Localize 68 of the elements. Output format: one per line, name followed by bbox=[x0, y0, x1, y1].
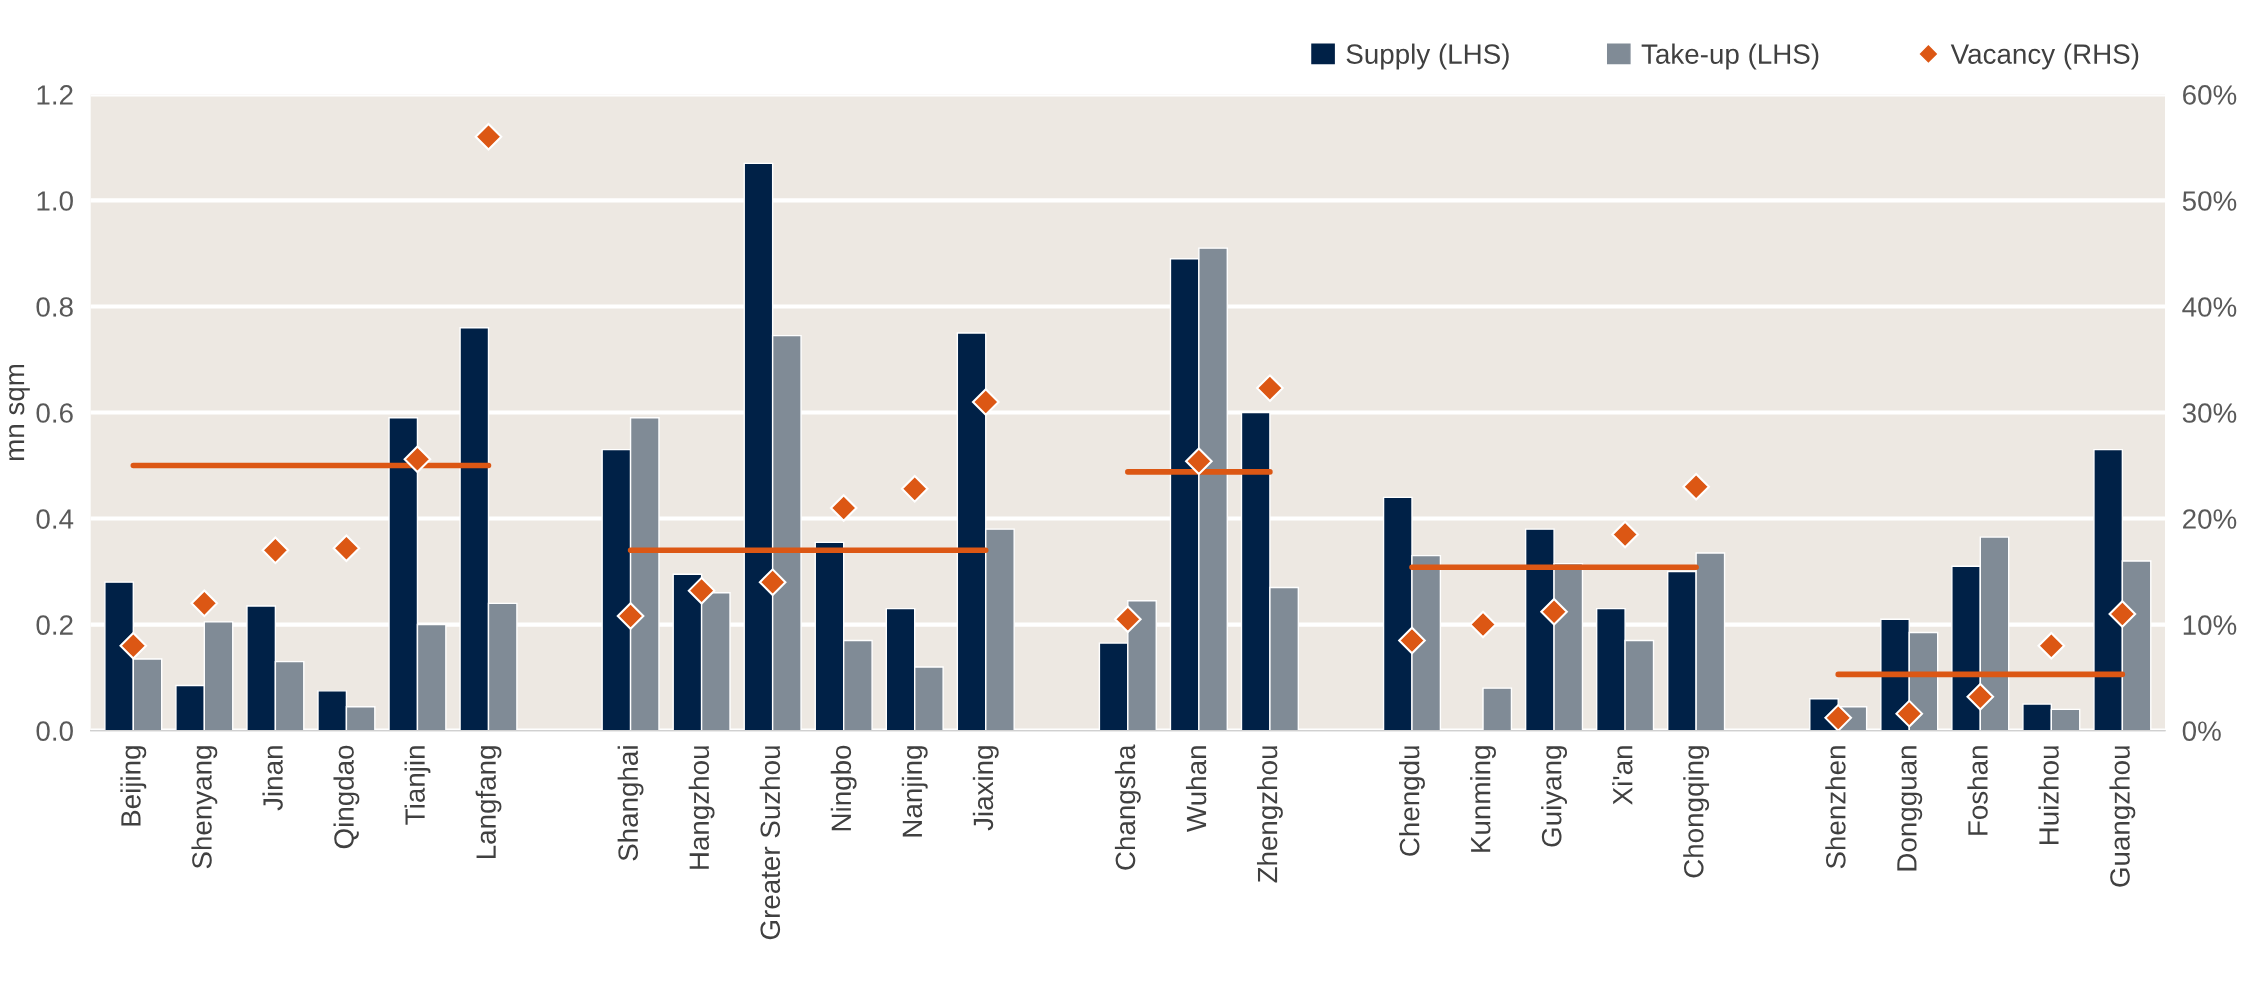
x-tick-label: Chongqing bbox=[1683, 746, 1710, 878]
y-tick-label: 0.8 bbox=[36, 297, 73, 317]
point bbox=[332, 534, 361, 563]
x-tick-label: Greater Suzhou bbox=[759, 746, 781, 940]
y2-tick-label: 60% bbox=[2183, 85, 2237, 105]
point bbox=[1114, 605, 1142, 634]
x-tick-label: Chengdu bbox=[1399, 746, 1425, 856]
point bbox=[2108, 600, 2137, 628]
point bbox=[403, 445, 432, 473]
point bbox=[1185, 447, 1213, 476]
x-tick-label: Foshan bbox=[1967, 746, 1988, 835]
x-tick-label: Hangzhou bbox=[688, 746, 715, 869]
legend-label: Supply (LHS) bbox=[1346, 43, 1509, 70]
point bbox=[1895, 699, 1924, 728]
x-tick-label: Huizhou bbox=[2038, 746, 2059, 845]
point bbox=[1966, 682, 1995, 711]
x-tick-label: Shenyang bbox=[191, 746, 218, 869]
x-tick-label: Zhengzhou bbox=[1256, 746, 1283, 883]
y-tick-label: 0.4 bbox=[36, 509, 74, 529]
point bbox=[616, 602, 645, 630]
y2-tick-label: 30% bbox=[2182, 403, 2237, 423]
point bbox=[829, 494, 858, 522]
point bbox=[900, 475, 929, 503]
x-tick-label: Beijing bbox=[120, 746, 147, 826]
x-tick-label: Jiaxing bbox=[972, 746, 999, 831]
y-tick-label: 0.2 bbox=[36, 615, 73, 635]
point bbox=[2037, 631, 2066, 660]
y-tick-label: 1.2 bbox=[37, 85, 73, 105]
x-tick-label: Tianjin bbox=[404, 746, 431, 825]
point bbox=[1611, 520, 1639, 549]
point bbox=[687, 576, 716, 605]
legend-label: Take-up (LHS) bbox=[1641, 43, 1819, 70]
point bbox=[190, 589, 219, 618]
x-tick-label: Xi'an bbox=[1612, 746, 1633, 805]
x-tick-label: Guangzhou bbox=[2109, 746, 2136, 887]
point bbox=[1469, 610, 1497, 639]
y-axis-title: mn sqm bbox=[9, 364, 30, 461]
x-tick-label: Shanghai bbox=[617, 746, 644, 861]
point bbox=[1824, 704, 1853, 731]
point bbox=[1540, 598, 1568, 626]
point bbox=[119, 631, 148, 660]
point bbox=[1398, 626, 1426, 655]
y2-tick-label: 20% bbox=[2183, 509, 2237, 529]
point bbox=[261, 536, 290, 565]
x-tick-label: Changsha bbox=[1114, 744, 1141, 870]
y-tick-label: 0.6 bbox=[36, 403, 73, 423]
x-tick-label: Shenzhen bbox=[1825, 746, 1846, 869]
x-tick-label: Wuhan bbox=[1185, 746, 1207, 832]
y2-tick-label: 50% bbox=[2182, 191, 2237, 211]
y-tick-label: 1.0 bbox=[37, 191, 73, 211]
point bbox=[971, 388, 1000, 416]
point bbox=[758, 568, 787, 596]
x-tick-label: Kunming bbox=[1470, 746, 1496, 852]
x-tick-label: Qingdao bbox=[333, 745, 360, 849]
x-tick-label: Nanjing bbox=[901, 746, 928, 837]
x-tick-label: Ningbo bbox=[830, 745, 857, 831]
point bbox=[1682, 472, 1710, 501]
y-tick-label: 0.0 bbox=[36, 721, 73, 741]
point bbox=[1256, 374, 1284, 402]
point bbox=[474, 123, 503, 151]
x-tick-label: Guiyang bbox=[1541, 746, 1568, 847]
x-tick-label: Jinan bbox=[262, 746, 283, 811]
x-tick-label: Dongguan bbox=[1897, 746, 1923, 871]
legend-label: Vacancy (RHS) bbox=[1950, 43, 2139, 70]
y2-tick-label: 40% bbox=[2182, 297, 2237, 317]
y2-tick-label: 0% bbox=[2182, 721, 2221, 741]
y2-tick-label: 10% bbox=[2183, 615, 2237, 635]
x-tick-label: Langfang bbox=[475, 746, 502, 859]
